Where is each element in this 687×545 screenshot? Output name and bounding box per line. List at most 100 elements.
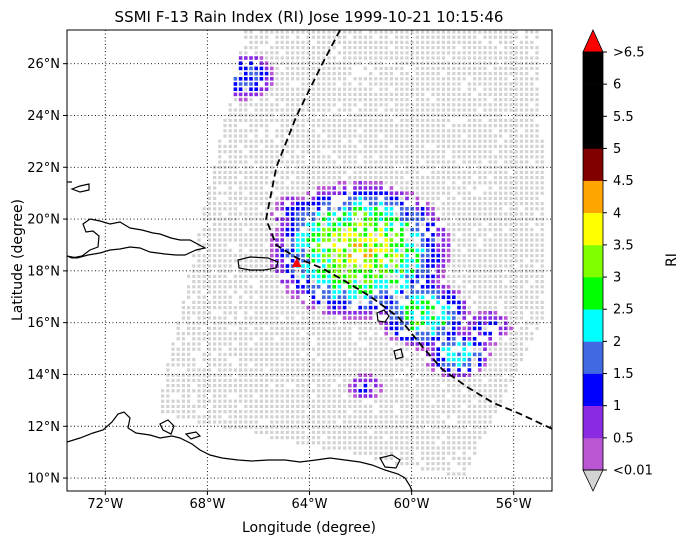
swath-pixel (525, 191, 529, 195)
swath-pixel (296, 134, 300, 138)
rain-pixel (301, 269, 305, 273)
swath-pixel (483, 144, 487, 148)
swath-pixel (291, 332, 295, 336)
rain-pixel (306, 274, 310, 279)
swath-pixel (332, 373, 336, 377)
swath-pixel (535, 144, 539, 148)
swath-pixel (447, 326, 451, 330)
swath-pixel (244, 238, 248, 242)
rain-pixel (275, 259, 279, 263)
swath-pixel (265, 290, 269, 294)
colorbar-bin (583, 84, 603, 117)
swath-pixel (540, 264, 544, 268)
swath-pixel (280, 306, 284, 310)
swath-pixel (249, 46, 253, 50)
swath-pixel (197, 373, 201, 377)
swath-pixel (452, 165, 456, 169)
swath-pixel (405, 358, 409, 362)
swath-pixel (483, 72, 487, 76)
swath-pixel (493, 285, 497, 289)
swath-pixel (374, 430, 378, 434)
swath-pixel (285, 342, 289, 346)
swath-pixel (467, 46, 471, 50)
swath-pixel (207, 285, 211, 289)
swath-pixel (431, 451, 435, 455)
rain-pixel (348, 212, 352, 216)
swath-pixel (374, 56, 378, 60)
swath-pixel (405, 82, 409, 86)
swath-pixel (343, 384, 347, 388)
swath-pixel (462, 61, 466, 65)
rain-pixel (400, 285, 404, 289)
swath-pixel (467, 35, 471, 39)
swath-pixel (197, 254, 201, 258)
swath-pixel (426, 160, 430, 164)
swath-pixel (504, 72, 508, 76)
rain-pixel (368, 264, 373, 268)
swath-pixel (265, 124, 269, 128)
swath-pixel (192, 378, 196, 382)
rain-pixel (379, 191, 383, 195)
rain-pixel (394, 201, 399, 206)
swath-pixel (311, 207, 315, 211)
swath-pixel (249, 217, 253, 221)
swath-pixel (223, 384, 227, 388)
swath-pixel (389, 155, 393, 159)
swath-pixel (421, 103, 425, 107)
swath-pixel (244, 415, 248, 419)
swath-pixel (223, 332, 227, 336)
swath-pixel (452, 92, 456, 96)
swath-pixel (291, 51, 295, 55)
swath-pixel (343, 30, 347, 34)
swath-pixel (369, 113, 373, 117)
swath-pixel (530, 40, 534, 44)
swath-pixel (259, 196, 263, 200)
swath-pixel (348, 378, 352, 382)
swath-pixel (270, 207, 274, 211)
swath-pixel (389, 98, 393, 102)
rain-pixel (436, 357, 440, 362)
swath-pixel (447, 196, 451, 200)
swath-pixel (441, 446, 445, 450)
swath-pixel (322, 384, 326, 388)
swath-pixel (384, 46, 388, 50)
swath-pixel (265, 222, 269, 226)
swath-pixel (317, 103, 321, 107)
swath-pixel (353, 87, 357, 91)
swath-pixel (332, 254, 336, 258)
swath-pixel (478, 46, 482, 50)
swath-pixel (374, 46, 378, 50)
swath-pixel (213, 420, 217, 424)
swath-pixel (265, 332, 269, 336)
swath-pixel (233, 410, 237, 414)
swath-pixel (254, 306, 258, 310)
swath-pixel (239, 300, 243, 304)
swath-pixel (228, 363, 232, 367)
swath-pixel (202, 254, 206, 258)
swath-pixel (176, 321, 180, 325)
swath-pixel (332, 394, 336, 398)
swath-pixel (535, 72, 539, 76)
swath-pixel (207, 274, 211, 278)
swath-pixel (504, 176, 508, 180)
rain-pixel (384, 305, 388, 310)
swath-pixel (202, 306, 206, 310)
swath-pixel (473, 404, 477, 408)
swath-pixel (389, 129, 393, 133)
rain-pixel (244, 92, 248, 97)
swath-pixel (514, 321, 518, 325)
swath-pixel (296, 181, 300, 185)
swath-pixel (218, 420, 222, 424)
swath-pixel (218, 368, 222, 372)
swath-pixel (270, 358, 274, 362)
swath-pixel (488, 186, 492, 190)
swath-pixel (410, 56, 414, 60)
swath-pixel (467, 389, 471, 393)
swath-pixel (311, 358, 315, 362)
swath-pixel (301, 347, 305, 351)
swath-pixel (228, 295, 232, 299)
swath-pixel (254, 404, 258, 408)
swath-pixel (213, 238, 217, 242)
swath-pixel (447, 222, 451, 226)
swath-pixel (467, 108, 471, 112)
